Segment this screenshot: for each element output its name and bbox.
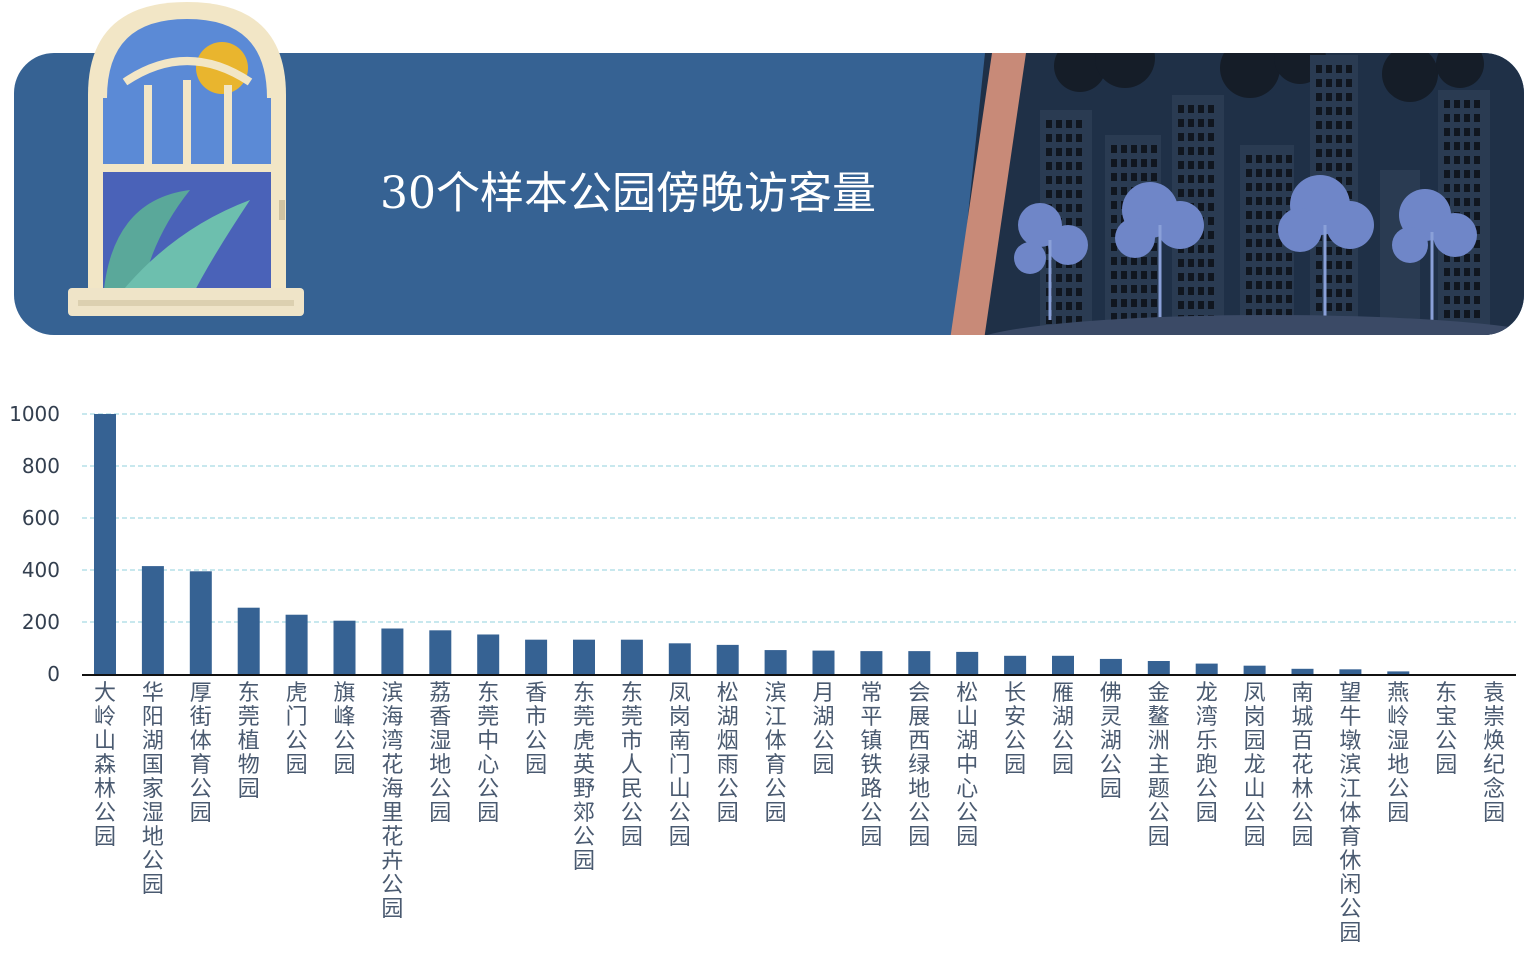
bar <box>1291 668 1314 674</box>
x-tick-label: 荔香湿地公园 <box>429 681 451 826</box>
x-tick-label: 金鳌洲主题公园 <box>1148 681 1170 850</box>
bar <box>764 650 787 674</box>
bar <box>956 651 979 674</box>
x-tick-label: 滨江体育公园 <box>765 681 787 826</box>
bar <box>716 644 739 674</box>
x-tick-label: 月湖公园 <box>812 681 834 778</box>
x-tick-label: 燕岭湿地公园 <box>1387 681 1409 826</box>
x-tick-label: 望牛墩滨江体育休闲公园 <box>1339 681 1361 946</box>
bar <box>573 639 595 674</box>
x-tick-label: 东莞市人民公园 <box>621 681 643 850</box>
x-tick-label: 华阳湖国家湿地公园 <box>142 681 164 898</box>
bar <box>1195 663 1218 674</box>
y-tick-label: 1000 <box>9 402 60 426</box>
x-tick-label: 雁湖公园 <box>1052 681 1074 778</box>
bar <box>860 651 883 674</box>
bar <box>285 614 308 674</box>
city-skyline-illustration <box>950 53 1524 335</box>
x-tick-label: 旗峰公园 <box>333 681 355 778</box>
bar <box>237 607 260 674</box>
bar <box>477 634 500 674</box>
window-illustration <box>68 2 304 316</box>
x-tick-label: 大岭山森林公园 <box>94 681 116 850</box>
y-axis-ticks: 0 200 400 600 800 1000 <box>9 402 60 686</box>
x-tick-label: 凤岗南门山公园 <box>669 681 691 850</box>
y-tick-label: 600 <box>22 506 60 530</box>
bar-chart: 0 200 400 600 800 1000 大岭山森林公园 华阳湖国家湿地公园 厚街体育公园… <box>9 402 1516 946</box>
x-tick-label: 松山湖中心公园 <box>956 681 978 850</box>
x-tick-label: 东莞植物园 <box>238 681 260 802</box>
y-tick-label: 800 <box>22 454 60 478</box>
bars <box>94 414 1410 674</box>
bar <box>525 639 548 674</box>
y-tick-label: 200 <box>22 610 60 634</box>
bar <box>908 651 931 674</box>
y-tick-label: 0 <box>47 662 60 686</box>
bar <box>812 650 835 674</box>
bar <box>1004 655 1027 674</box>
x-tick-label: 龙湾乐跑公园 <box>1196 681 1218 826</box>
bar <box>94 414 116 674</box>
bar <box>1387 671 1410 674</box>
bar <box>1147 661 1170 674</box>
y-tick-label: 400 <box>22 558 60 582</box>
x-tick-label: 松湖烟雨公园 <box>717 681 739 826</box>
grid-lines <box>82 413 1516 623</box>
x-tick-label: 长安公园 <box>1004 681 1026 778</box>
bar <box>141 566 164 674</box>
bar <box>429 630 452 674</box>
x-tick-label: 滨海湾花海里花卉公园 <box>381 681 403 922</box>
x-tick-label: 东莞中心公园 <box>477 681 499 826</box>
bar <box>381 628 404 674</box>
x-tick-label: 东宝公园 <box>1435 681 1457 778</box>
x-tick-label: 袁崇焕纪念园 <box>1483 681 1505 826</box>
x-tick-label: 虎门公园 <box>286 681 308 778</box>
bar <box>1052 655 1074 674</box>
bar <box>1339 669 1362 674</box>
banner-title: 30个样本公园傍晚访客量 <box>380 168 876 219</box>
bar <box>189 571 212 674</box>
bar <box>1243 665 1266 674</box>
x-tick-label: 常平镇铁路公园 <box>860 681 882 850</box>
header-banner: 30个样本公园傍晚访客量 <box>14 2 1524 335</box>
bar <box>333 620 356 674</box>
bar <box>668 643 691 674</box>
x-tick-label: 凤岗园龙山公园 <box>1244 681 1266 850</box>
x-axis-labels: 大岭山森林公园 华阳湖国家湿地公园 厚街体育公园 东莞植物园 虎门公园 旗峰公园 滨海湾花海… <box>94 681 1505 946</box>
bar <box>1099 658 1122 674</box>
x-tick-label: 佛灵湖公园 <box>1100 681 1122 802</box>
x-tick-label: 南城百花林公园 <box>1291 681 1313 850</box>
x-tick-label: 会展西绿地公园 <box>908 681 930 850</box>
x-tick-label: 香市公园 <box>525 681 547 778</box>
bar <box>620 639 643 674</box>
x-tick-label: 厚街体育公园 <box>190 681 212 826</box>
x-tick-label: 东莞虎英野郊公园 <box>573 681 595 874</box>
